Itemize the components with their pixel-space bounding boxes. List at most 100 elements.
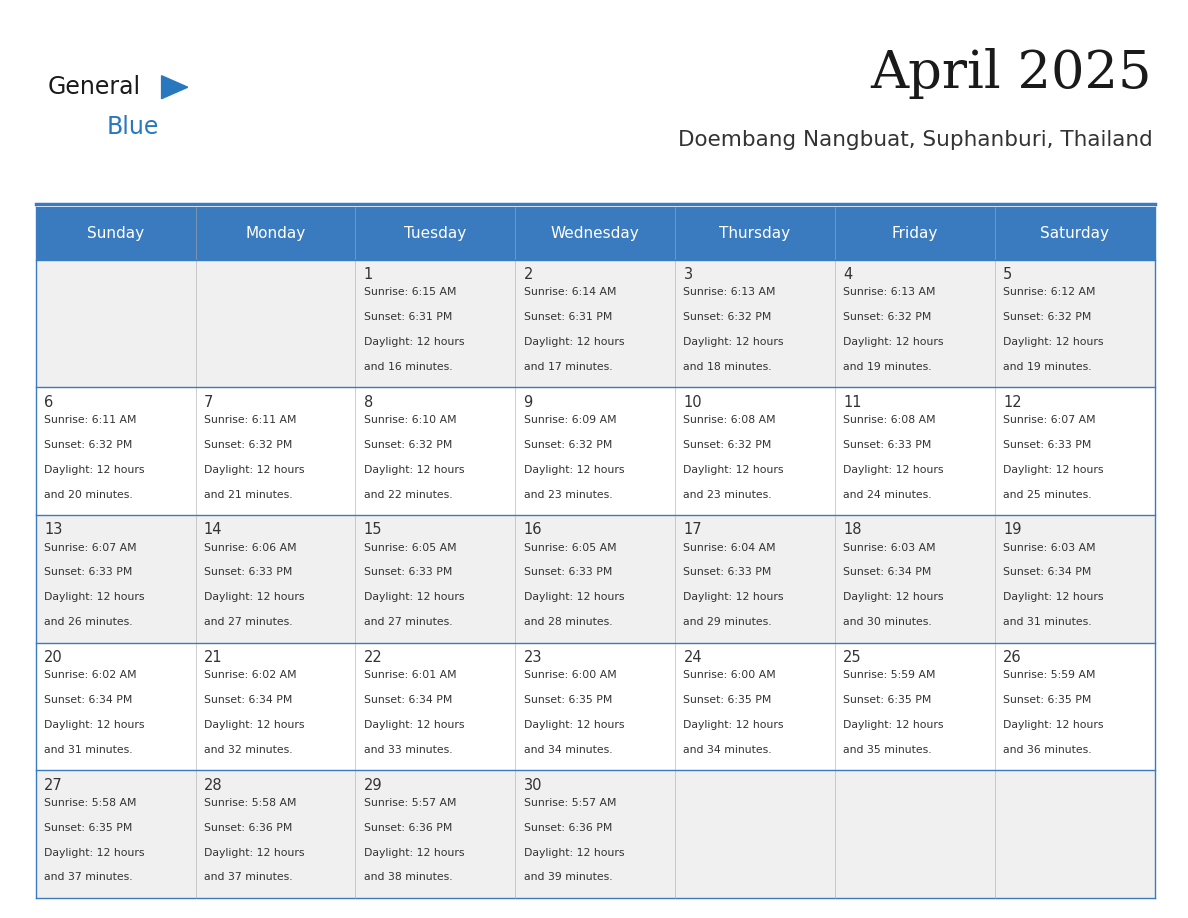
FancyBboxPatch shape — [355, 515, 516, 643]
Text: and 21 minutes.: and 21 minutes. — [204, 489, 292, 499]
Text: Sunset: 6:34 PM: Sunset: 6:34 PM — [204, 695, 292, 705]
Text: Sunrise: 6:03 AM: Sunrise: 6:03 AM — [843, 543, 936, 553]
Text: Daylight: 12 hours: Daylight: 12 hours — [843, 592, 943, 602]
FancyBboxPatch shape — [36, 387, 196, 515]
Text: 15: 15 — [364, 522, 383, 537]
Text: Daylight: 12 hours: Daylight: 12 hours — [364, 720, 465, 730]
FancyBboxPatch shape — [835, 260, 994, 387]
Text: Sunrise: 5:57 AM: Sunrise: 5:57 AM — [524, 798, 617, 808]
Text: Sunset: 6:32 PM: Sunset: 6:32 PM — [683, 312, 772, 322]
FancyBboxPatch shape — [516, 515, 675, 643]
Text: Sunset: 6:31 PM: Sunset: 6:31 PM — [364, 312, 453, 322]
Text: Sunrise: 6:11 AM: Sunrise: 6:11 AM — [44, 415, 137, 425]
Text: Sunrise: 5:57 AM: Sunrise: 5:57 AM — [364, 798, 456, 808]
Text: and 34 minutes.: and 34 minutes. — [524, 744, 612, 755]
FancyBboxPatch shape — [675, 515, 835, 643]
Text: Sunrise: 6:15 AM: Sunrise: 6:15 AM — [364, 287, 456, 297]
Text: Daylight: 12 hours: Daylight: 12 hours — [364, 592, 465, 602]
Text: Daylight: 12 hours: Daylight: 12 hours — [204, 465, 304, 475]
FancyBboxPatch shape — [36, 770, 196, 898]
Text: Sunrise: 6:00 AM: Sunrise: 6:00 AM — [524, 670, 617, 680]
FancyBboxPatch shape — [516, 260, 675, 387]
Text: Daylight: 12 hours: Daylight: 12 hours — [1003, 592, 1104, 602]
Text: Sunrise: 6:10 AM: Sunrise: 6:10 AM — [364, 415, 456, 425]
Text: Sunset: 6:33 PM: Sunset: 6:33 PM — [364, 567, 453, 577]
Text: Daylight: 12 hours: Daylight: 12 hours — [44, 720, 145, 730]
FancyBboxPatch shape — [355, 770, 516, 898]
Text: 27: 27 — [44, 778, 63, 792]
Text: Sunset: 6:33 PM: Sunset: 6:33 PM — [683, 567, 772, 577]
FancyBboxPatch shape — [516, 770, 675, 898]
FancyBboxPatch shape — [196, 387, 355, 515]
Text: 10: 10 — [683, 395, 702, 409]
Text: and 22 minutes.: and 22 minutes. — [364, 489, 453, 499]
Text: 7: 7 — [204, 395, 213, 409]
Text: and 19 minutes.: and 19 minutes. — [1003, 362, 1092, 372]
Text: 1: 1 — [364, 267, 373, 282]
Text: and 24 minutes.: and 24 minutes. — [843, 489, 931, 499]
Text: and 26 minutes.: and 26 minutes. — [44, 617, 133, 627]
FancyBboxPatch shape — [835, 387, 994, 515]
Text: Sunset: 6:32 PM: Sunset: 6:32 PM — [683, 440, 772, 450]
Text: Daylight: 12 hours: Daylight: 12 hours — [843, 720, 943, 730]
Text: Daylight: 12 hours: Daylight: 12 hours — [524, 720, 624, 730]
Text: 23: 23 — [524, 650, 542, 665]
Text: Sunrise: 6:02 AM: Sunrise: 6:02 AM — [44, 670, 137, 680]
Text: 28: 28 — [204, 778, 222, 792]
Text: Sunset: 6:34 PM: Sunset: 6:34 PM — [44, 695, 132, 705]
Text: Sunrise: 6:08 AM: Sunrise: 6:08 AM — [683, 415, 776, 425]
FancyBboxPatch shape — [516, 387, 675, 515]
Text: Doembang Nangbuat, Suphanburi, Thailand: Doembang Nangbuat, Suphanburi, Thailand — [677, 129, 1152, 150]
FancyBboxPatch shape — [196, 643, 355, 770]
Text: and 35 minutes.: and 35 minutes. — [843, 744, 931, 755]
Text: Sunday: Sunday — [87, 226, 144, 241]
Text: 20: 20 — [44, 650, 63, 665]
Text: Monday: Monday — [245, 226, 305, 241]
Text: Daylight: 12 hours: Daylight: 12 hours — [44, 592, 145, 602]
Text: Sunset: 6:32 PM: Sunset: 6:32 PM — [524, 440, 612, 450]
Text: and 37 minutes.: and 37 minutes. — [204, 872, 292, 882]
FancyBboxPatch shape — [355, 207, 516, 260]
Text: Sunset: 6:36 PM: Sunset: 6:36 PM — [524, 823, 612, 833]
Text: 16: 16 — [524, 522, 542, 537]
Text: Sunset: 6:36 PM: Sunset: 6:36 PM — [204, 823, 292, 833]
Text: and 17 minutes.: and 17 minutes. — [524, 362, 612, 372]
Text: Sunrise: 6:14 AM: Sunrise: 6:14 AM — [524, 287, 617, 297]
Text: and 33 minutes.: and 33 minutes. — [364, 744, 453, 755]
Text: and 31 minutes.: and 31 minutes. — [44, 744, 133, 755]
Text: 9: 9 — [524, 395, 533, 409]
Text: and 37 minutes.: and 37 minutes. — [44, 872, 133, 882]
Text: Sunrise: 6:03 AM: Sunrise: 6:03 AM — [1003, 543, 1095, 553]
Text: Daylight: 12 hours: Daylight: 12 hours — [524, 337, 624, 347]
Text: 8: 8 — [364, 395, 373, 409]
Text: and 30 minutes.: and 30 minutes. — [843, 617, 933, 627]
Text: Sunrise: 5:59 AM: Sunrise: 5:59 AM — [1003, 670, 1095, 680]
FancyBboxPatch shape — [835, 207, 994, 260]
Text: 12: 12 — [1003, 395, 1022, 409]
Text: Sunset: 6:36 PM: Sunset: 6:36 PM — [364, 823, 453, 833]
Text: 22: 22 — [364, 650, 383, 665]
Text: Sunrise: 6:00 AM: Sunrise: 6:00 AM — [683, 670, 776, 680]
FancyBboxPatch shape — [994, 207, 1155, 260]
Text: 5: 5 — [1003, 267, 1012, 282]
Text: Sunset: 6:35 PM: Sunset: 6:35 PM — [44, 823, 132, 833]
Text: and 28 minutes.: and 28 minutes. — [524, 617, 612, 627]
Text: Daylight: 12 hours: Daylight: 12 hours — [683, 465, 784, 475]
FancyBboxPatch shape — [994, 515, 1155, 643]
Text: Daylight: 12 hours: Daylight: 12 hours — [524, 465, 624, 475]
Text: Sunrise: 5:58 AM: Sunrise: 5:58 AM — [204, 798, 296, 808]
Text: Sunrise: 5:59 AM: Sunrise: 5:59 AM — [843, 670, 936, 680]
Text: Blue: Blue — [107, 115, 159, 139]
Text: Sunset: 6:34 PM: Sunset: 6:34 PM — [843, 567, 931, 577]
FancyBboxPatch shape — [196, 515, 355, 643]
Text: and 36 minutes.: and 36 minutes. — [1003, 744, 1092, 755]
Text: Daylight: 12 hours: Daylight: 12 hours — [364, 465, 465, 475]
Text: Sunset: 6:32 PM: Sunset: 6:32 PM — [843, 312, 931, 322]
FancyBboxPatch shape — [675, 260, 835, 387]
Text: Thursday: Thursday — [720, 226, 791, 241]
Text: 6: 6 — [44, 395, 53, 409]
FancyBboxPatch shape — [196, 260, 355, 387]
Text: and 32 minutes.: and 32 minutes. — [204, 744, 292, 755]
Polygon shape — [162, 75, 188, 98]
Text: and 27 minutes.: and 27 minutes. — [204, 617, 292, 627]
